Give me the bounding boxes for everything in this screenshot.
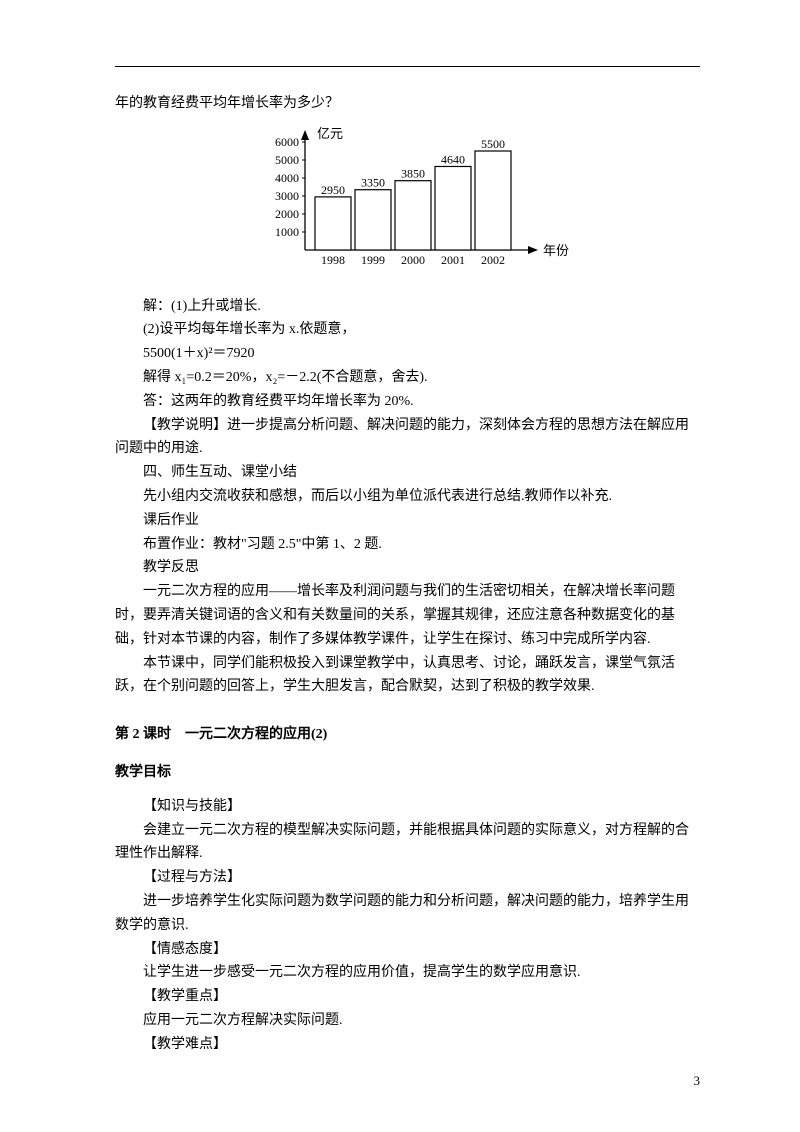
solution-2: (2)设平均每年增长率为 x.依题意，	[143, 318, 700, 342]
svg-text:亿元: 亿元	[317, 126, 343, 141]
bar-chart: 1000 2000 3000 4000 5000 6000 2950 3350 3850 464…	[115, 120, 700, 289]
summary-line: 先小组内交流收获和感想，而后以小组为单位派代表进行总结.教师作以补充.	[115, 485, 700, 509]
solution-1: 解：(1)上升或增长.	[115, 295, 700, 319]
process-method-b: 进一步培养学生化实际问题为数学问题的能力和分析问题，解决问题的能力，培养学生用数…	[115, 890, 700, 938]
svg-text:4640: 4640	[441, 152, 465, 166]
svg-text:6000: 6000	[275, 135, 299, 149]
svg-text:5500: 5500	[481, 137, 505, 151]
keypoint-h: 【教学重点】	[115, 985, 700, 1009]
svg-text:2000: 2000	[275, 207, 299, 221]
knowledge-skill-h: 【知识与技能】	[115, 795, 700, 819]
answer-line: 答：这两年的教育经费平均年增长率为 20%.	[115, 390, 700, 414]
homework-h: 课后作业	[115, 509, 700, 533]
page-number: 3	[694, 1070, 701, 1092]
knowledge-skill-b: 会建立一元二次方程的模型解决实际问题，并能根据具体问题的实际意义，对方程解的合理…	[115, 819, 700, 867]
svg-text:5000: 5000	[275, 153, 299, 167]
difficulty-h: 【教学难点】	[115, 1033, 700, 1057]
roots: 解得 x₁=0.2＝20%，x₂=－2.2(不合题意，舍去).	[115, 366, 700, 390]
svg-text:2950: 2950	[321, 183, 345, 197]
lesson-title: 第 2 课时 一元二次方程的应用(2)	[115, 723, 700, 747]
keypoint-b: 应用一元二次方程解决实际问题.	[115, 1009, 700, 1033]
reflect-p1: 一元二次方程的应用——增长率及利润问题与我们的生活密切相关，在解决增长率问题时，…	[115, 580, 700, 651]
goal-heading: 教学目标	[115, 761, 700, 785]
svg-text:4000: 4000	[275, 171, 299, 185]
svg-text:1998: 1998	[321, 253, 345, 267]
svg-text:年份: 年份	[543, 243, 569, 258]
chart-svg: 1000 2000 3000 4000 5000 6000 2950 3350 3850 464…	[243, 120, 573, 280]
top-rule	[115, 66, 700, 67]
svg-text:1999: 1999	[361, 253, 385, 267]
process-method-h: 【过程与方法】	[115, 866, 700, 890]
svg-text:1000: 1000	[275, 225, 299, 239]
leading-line: 年的教育经费平均年增长率为多少？	[115, 92, 700, 116]
svg-text:3000: 3000	[275, 189, 299, 203]
svg-text:2002: 2002	[481, 253, 505, 267]
reflect-h: 教学反思	[115, 556, 700, 580]
document-body: 年的教育经费平均年增长率为多少？ 1000 2000 3000 4000 5000 600…	[115, 92, 700, 1057]
teaching-note: 【教学说明】进一步提高分析问题、解决问题的能力，深刻体会方程的思想方法在解应用问…	[115, 414, 700, 462]
equation: 5500(1＋x)²＝7920	[115, 342, 700, 366]
reflect-p2: 本节课中，同学们能积极投入到课堂教学中，认真思考、讨论，踊跃发言，课堂气氛活跃，…	[115, 652, 700, 700]
svg-text:3850: 3850	[401, 166, 425, 180]
emotion-h: 【情感态度】	[115, 938, 700, 962]
emotion-b: 让学生进一步感受一元二次方程的应用价值，提高学生的数学应用意识.	[115, 961, 700, 985]
svg-text:2001: 2001	[441, 253, 465, 267]
svg-text:3350: 3350	[361, 175, 385, 189]
section-4: 四、师生互动、课堂小结	[115, 461, 700, 485]
svg-text:2000: 2000	[401, 253, 425, 267]
homework-body: 布置作业：教材"习题 2.5"中第 1、2 题.	[115, 533, 700, 557]
